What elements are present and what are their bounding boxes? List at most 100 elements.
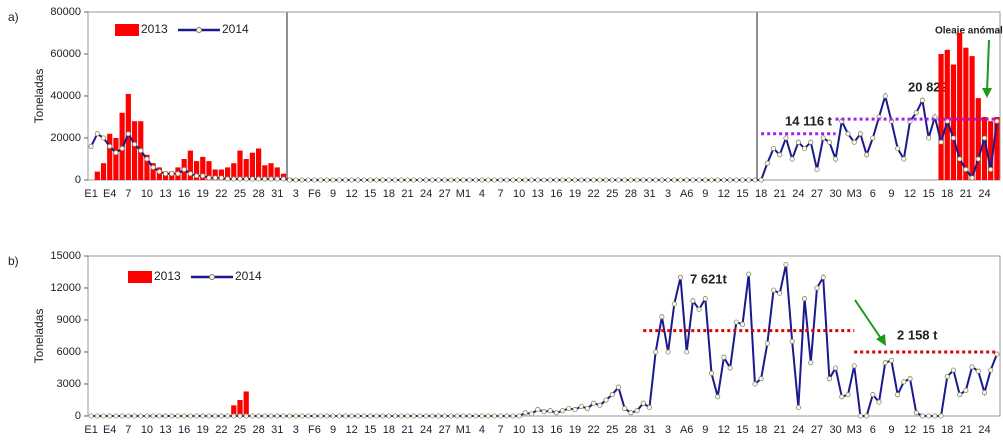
marker [938, 413, 944, 419]
marker [634, 408, 640, 414]
marker [318, 413, 324, 419]
marker [677, 177, 684, 183]
x-tick-label: 10 [141, 188, 153, 200]
legend-swatch [128, 271, 152, 283]
marker [541, 177, 547, 183]
bar [256, 148, 262, 180]
bar [243, 391, 249, 416]
bar [200, 156, 206, 180]
bar [224, 167, 231, 180]
marker [696, 306, 702, 312]
marker [293, 413, 299, 419]
marker [541, 409, 547, 415]
marker [969, 175, 975, 181]
marker [448, 177, 454, 183]
marker [107, 143, 113, 149]
marker [808, 139, 814, 145]
marker [926, 135, 932, 141]
marker [200, 413, 206, 419]
marker [802, 145, 808, 152]
x-tick-label: 15 [364, 424, 376, 436]
marker [398, 177, 404, 183]
marker [566, 405, 572, 412]
marker [665, 349, 671, 355]
x-tick-label: 12 [718, 424, 730, 436]
x-tick-label: 3 [665, 188, 671, 200]
marker [646, 177, 653, 183]
marker [814, 285, 820, 291]
marker [504, 413, 510, 419]
x-tick-label: 18 [941, 424, 953, 436]
marker [380, 177, 386, 183]
marker [857, 413, 863, 419]
marker [981, 135, 988, 141]
marker [597, 177, 603, 183]
marker [442, 177, 448, 183]
x-tick-label: A6 [680, 188, 693, 200]
x-tick-label: E1 [84, 424, 97, 436]
marker [367, 413, 373, 419]
marker [702, 177, 708, 183]
marker [311, 413, 317, 419]
x-tick-label: 15 [923, 188, 935, 200]
marker [218, 175, 224, 181]
arrow [854, 299, 883, 341]
x-tick-label: 12 [346, 188, 358, 200]
marker [429, 177, 435, 183]
marker [274, 176, 280, 182]
marker [361, 177, 367, 183]
marker [870, 135, 876, 141]
marker [702, 296, 708, 302]
marker [622, 405, 628, 412]
marker [584, 177, 590, 183]
marker [150, 413, 156, 419]
marker [256, 413, 262, 419]
marker [684, 349, 690, 355]
panel-label: a) [8, 10, 19, 24]
x-tick-label: M1 [456, 188, 471, 200]
x-tick-label: 25 [606, 188, 618, 200]
x-tick-label: 24 [978, 424, 990, 436]
marker [119, 413, 125, 419]
marker [442, 413, 448, 419]
x-tick-label: 9 [888, 424, 894, 436]
marker [404, 413, 411, 419]
plot-frame [87, 11, 1001, 181]
bar [969, 56, 975, 180]
marker [746, 271, 752, 277]
marker [404, 177, 411, 183]
marker [795, 404, 801, 411]
x-tick-label: 10 [513, 424, 525, 436]
marker [994, 351, 1000, 357]
x-tick-label: 21 [401, 424, 413, 436]
marker [187, 413, 193, 419]
marker [355, 177, 361, 183]
marker [125, 131, 131, 137]
marker [522, 410, 528, 416]
x-tick-label: 4 [479, 188, 485, 200]
bar [994, 117, 1000, 180]
x-tick-label: 19 [197, 424, 209, 436]
marker [349, 413, 355, 419]
y-tick-label: 0 [75, 174, 81, 186]
marker [498, 177, 504, 183]
marker [733, 177, 739, 183]
marker [212, 413, 218, 419]
bar [231, 405, 237, 416]
x-tick-label: 22 [215, 424, 227, 436]
x-tick-label: 9 [330, 424, 336, 436]
y-tick-label: 3000 [57, 378, 81, 390]
x-tick-label: 31 [271, 424, 283, 436]
x-tick-label: 18 [383, 424, 395, 436]
marker [423, 177, 429, 183]
marker [913, 410, 919, 416]
legend-label: 2013 [141, 22, 168, 36]
marker [628, 410, 634, 416]
x-tick-label: 16 [550, 188, 562, 200]
marker [789, 156, 795, 162]
marker [646, 404, 653, 411]
marker [243, 413, 249, 419]
bar [944, 49, 950, 180]
marker [94, 413, 100, 419]
